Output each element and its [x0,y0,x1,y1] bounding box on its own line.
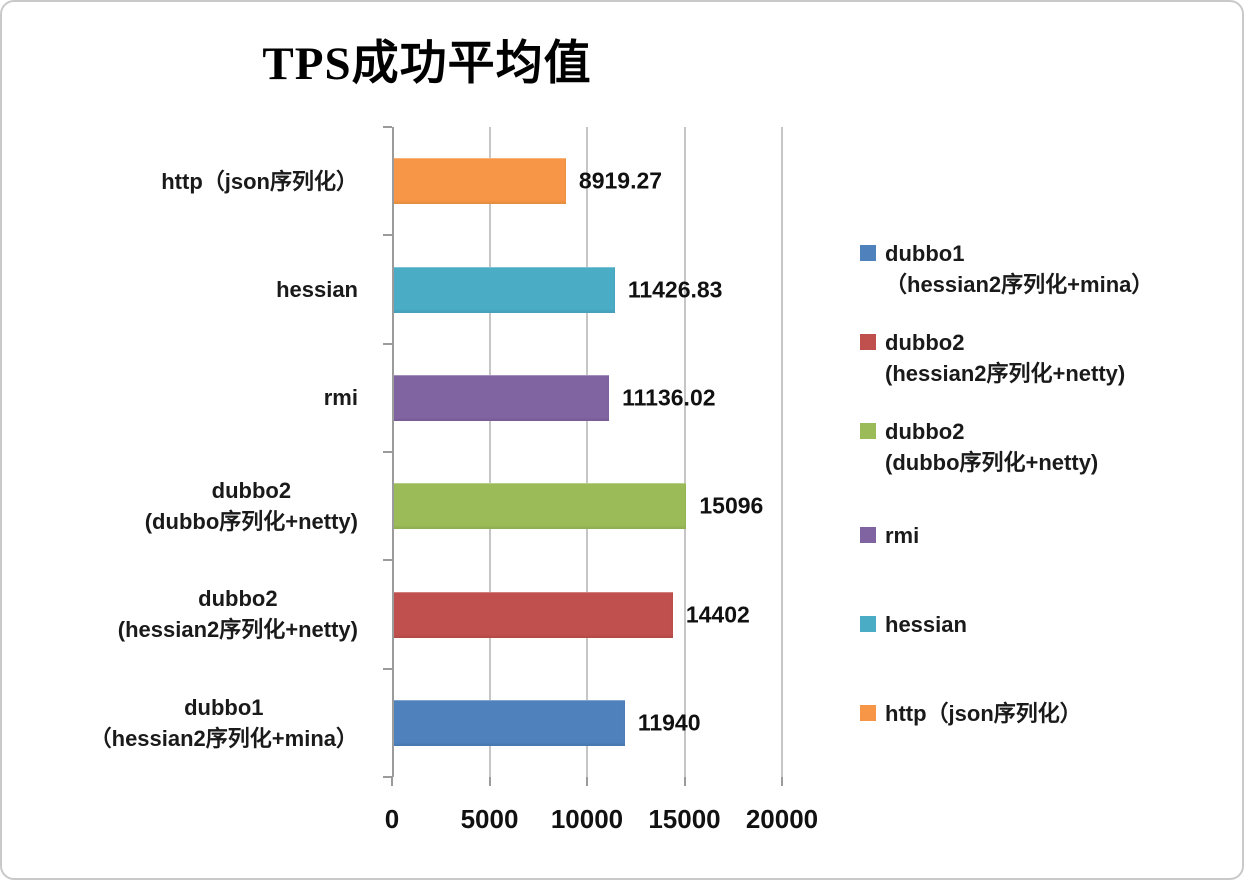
x-axis-tick [586,777,588,786]
legend-swatch [860,422,876,439]
bar [392,699,625,746]
x-axis-tick-label: 10000 [550,804,624,834]
category-label: rmi [22,344,374,452]
category-label-text: dubbo2 (dubbo序列化+netty) [144,478,358,535]
y-axis-tick [383,126,392,128]
bar-value-label: 11136.02 [622,384,716,411]
gridline [683,127,686,777]
y-axis-tick [383,668,392,670]
legend: dubbo1 （hessian2序列化+mina） dubbo2 (hessian2序… [860,224,1232,758]
legend-entry: hessian [860,609,967,640]
category-label-text: http（json序列化） [161,168,358,194]
x-axis-tick [683,777,686,786]
legend-label: dubbo1 （hessian2序列化+mina） [885,240,1154,297]
bar-value-label: 8919.27 [578,167,663,194]
category-label: dubbo2 (dubbo序列化+netty) [22,452,374,560]
legend-item: dubbo1 （hessian2序列化+mina） [860,224,1232,313]
y-axis-tick [383,776,392,778]
category-label-text: dubbo2 (hessian2序列化+netty) [117,586,358,643]
category-label-text: dubbo1 （hessian2序列化+mina） [89,694,358,751]
gridline [488,127,491,777]
category-label: hessian [22,235,374,343]
x-axis-tick [391,777,393,786]
legend-swatch [860,616,876,632]
bar [392,158,566,205]
legend-item: rmi [860,491,1232,580]
legend-entry: http（json序列化） [860,698,1082,729]
x-axis-tick-label: 20000 [745,804,819,834]
x-axis-tick-label: 5000 [460,804,519,834]
gridline [781,127,783,777]
legend-swatch [860,527,876,543]
x-axis-tick-label: 0 [384,804,400,834]
legend-label: dubbo2 (dubbo序列化+netty) [885,418,1099,475]
x-axis-tick [781,777,783,786]
legend-item: hessian [860,580,1232,669]
legend-swatch [860,705,876,721]
legend-label: dubbo2 (hessian2序列化+netty) [885,329,1126,386]
y-axis-tick [383,234,392,236]
category-label-text: rmi [323,385,358,411]
legend-label: http（json序列化） [885,701,1082,726]
category-label-text: hessian [276,276,358,302]
legend-entry: rmi [860,520,919,551]
legend-label: hessian [885,612,967,637]
category-label: dubbo1 （hessian2序列化+mina） [22,669,374,777]
legend-entry: dubbo2 (dubbo序列化+netty) [860,416,1098,478]
x-axis-labels: 0 5000 10000 15000 20000 [385,804,818,840]
category-label: dubbo2 (hessian2序列化+netty) [22,560,374,668]
bar-value-label: 11426.83 [627,276,723,302]
legend-item: http（json序列化） [860,669,1232,758]
bar [392,266,615,313]
category-axis-labels: http（json序列化） hessian rmi dubbo2 (dubbo序列化+n… [22,127,374,777]
legend-entry: dubbo1 （hessian2序列化+mina） [860,238,1153,300]
legend-swatch [860,333,876,350]
y-axis-line [392,127,394,777]
y-axis-tick [383,451,392,453]
bar-value-label: 15096 [699,492,764,519]
bar [392,374,610,421]
legend-label: rmi [885,523,920,548]
x-axis-tick [488,777,491,786]
category-label: http（json序列化） [22,127,374,235]
bar-value-label: 11940 [637,709,701,736]
y-axis-tick [383,343,392,345]
legend-item: dubbo2 (dubbo序列化+netty) [860,402,1232,491]
y-axis-tick [383,559,392,561]
legend-swatch [860,244,876,261]
legend-item: dubbo2 (hessian2序列化+netty) [860,313,1232,402]
bar [392,483,687,530]
bar [392,591,673,638]
chart-title: TPS成功平均值 [262,38,592,90]
x-axis-tick-label: 15000 [648,804,721,834]
gridline [586,127,588,777]
legend-entry: dubbo2 (hessian2序列化+netty) [860,327,1125,389]
plot-area: 8919.27 11426.83 11136.02 15096 14402 11940 [383,126,783,786]
bar-value-label: 14402 [685,601,750,627]
